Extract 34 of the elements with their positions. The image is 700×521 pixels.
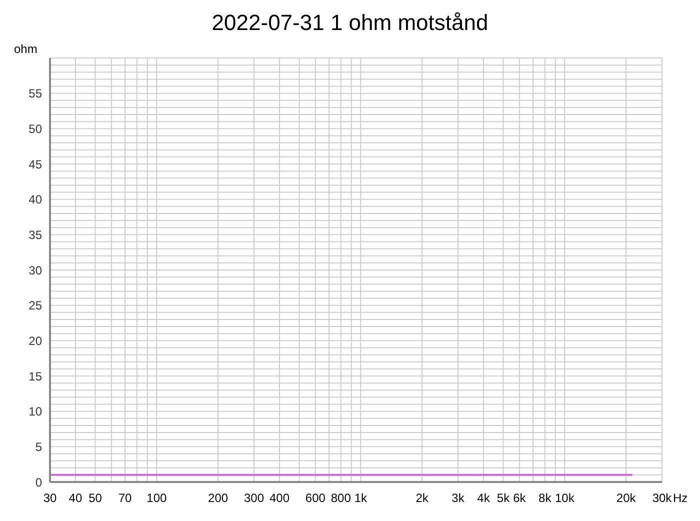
x-tick-label: 70 <box>118 491 132 505</box>
x-tick-label: 400 <box>269 491 290 505</box>
y-tick-label: 45 <box>28 157 42 172</box>
y-tick-label: 20 <box>28 334 42 348</box>
y-tick-label: 5 <box>35 440 42 454</box>
x-tick-label: 3k <box>452 491 466 505</box>
x-tick-label: 50 <box>88 491 102 505</box>
x-tick-label: 8k <box>538 491 552 505</box>
y-tick-label: 25 <box>28 298 42 313</box>
x-tick-label: 4k <box>477 491 491 505</box>
y-tick-label: 10 <box>28 404 42 419</box>
y-tick-label: 35 <box>28 228 42 242</box>
y-tick-label: 15 <box>28 369 42 384</box>
y-axis-title: ohm <box>14 42 38 56</box>
x-tick-label: 300 <box>244 491 264 505</box>
x-tick-label: 1k <box>354 491 368 505</box>
x-tick-label: 40 <box>68 491 82 505</box>
x-tick-label: 10k <box>554 491 576 505</box>
x-tick-label: 2k <box>416 491 430 505</box>
y-tick-label: 50 <box>28 122 42 136</box>
x-tick-label: 6k <box>513 491 527 505</box>
y-tick-label: 0 <box>35 475 42 490</box>
x-tick-label: 800 <box>330 491 352 505</box>
x-tick-label: 200 <box>208 491 228 505</box>
x-tick-label: 30k <box>652 491 673 505</box>
x-tick-label: 20k <box>616 491 637 505</box>
y-tick-label: 40 <box>28 192 42 207</box>
x-tick-label: 600 <box>305 491 326 505</box>
x-axis-title: Hz <box>673 491 688 505</box>
y-tick-label: 55 <box>28 86 42 101</box>
x-tick-label: 5k <box>496 491 511 505</box>
chart-title: 2022-07-31 1 ohm motstånd <box>210 9 490 37</box>
y-tick-label: 30 <box>28 263 42 278</box>
x-tick-label: 100 <box>146 491 167 505</box>
